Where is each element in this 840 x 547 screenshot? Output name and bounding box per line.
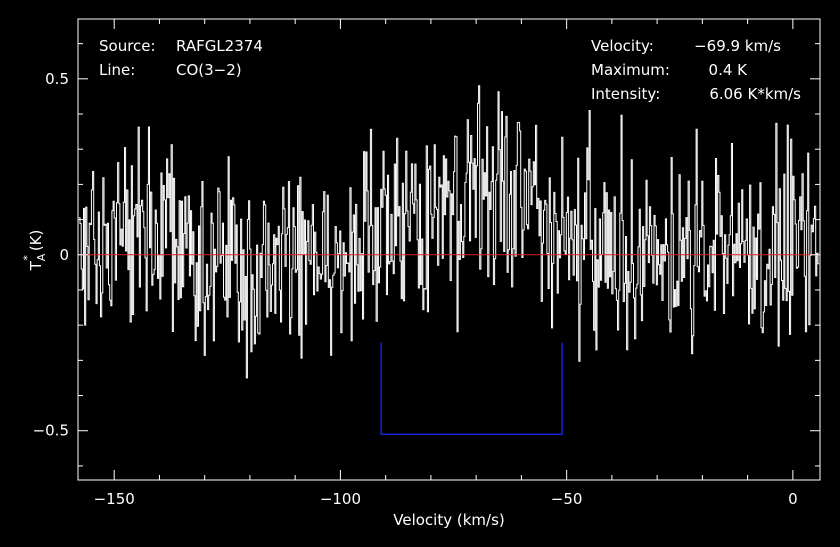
spectrum-trace	[78, 85, 820, 379]
info-line-key: Line:	[99, 61, 135, 79]
svg-text:TA*(K): TA* (K)	[21, 230, 48, 272]
info-maximum-key: Maximum:	[591, 61, 670, 79]
spectrum-line	[78, 85, 820, 379]
y-axis-label-sup: *	[21, 255, 34, 261]
x-axis-label: Velocity (km/s)	[393, 511, 504, 529]
x-tick-label: 0	[788, 490, 798, 508]
window-bracket	[380, 342, 563, 436]
info-source-value: RAFGL2374	[176, 37, 263, 55]
info-source-key: Source:	[99, 37, 156, 55]
info-velocity-value: −69.9 km/s	[694, 37, 781, 55]
y-axis-label: TA* (K)	[21, 230, 48, 272]
x-tick-label: −150	[94, 490, 135, 508]
info-velocity-key: Velocity:	[591, 37, 654, 55]
y-tick-label: −0.5	[33, 422, 69, 440]
info-intensity-value: 6.06 K*km/s	[709, 85, 801, 103]
axis-ticks: −150 −100 −50 0 0.5 0 −0.5	[33, 19, 820, 508]
info-line-value: CO(3−2)	[176, 61, 242, 79]
plot-frame	[77, 18, 821, 481]
y-tick-label: 0.5	[45, 70, 69, 88]
info-intensity-key: Intensity:	[591, 85, 660, 103]
y-axis-label-unit: (K)	[27, 230, 45, 252]
y-axis-label-sub: A	[35, 253, 48, 261]
x-tick-label: −100	[320, 490, 361, 508]
info-maximum-value: 0.4 K	[709, 61, 749, 79]
y-axis-label-main: T	[27, 260, 45, 271]
integration-window	[380, 342, 563, 436]
y-tick-label: 0	[59, 246, 69, 264]
x-tick-label: −50	[551, 490, 583, 508]
